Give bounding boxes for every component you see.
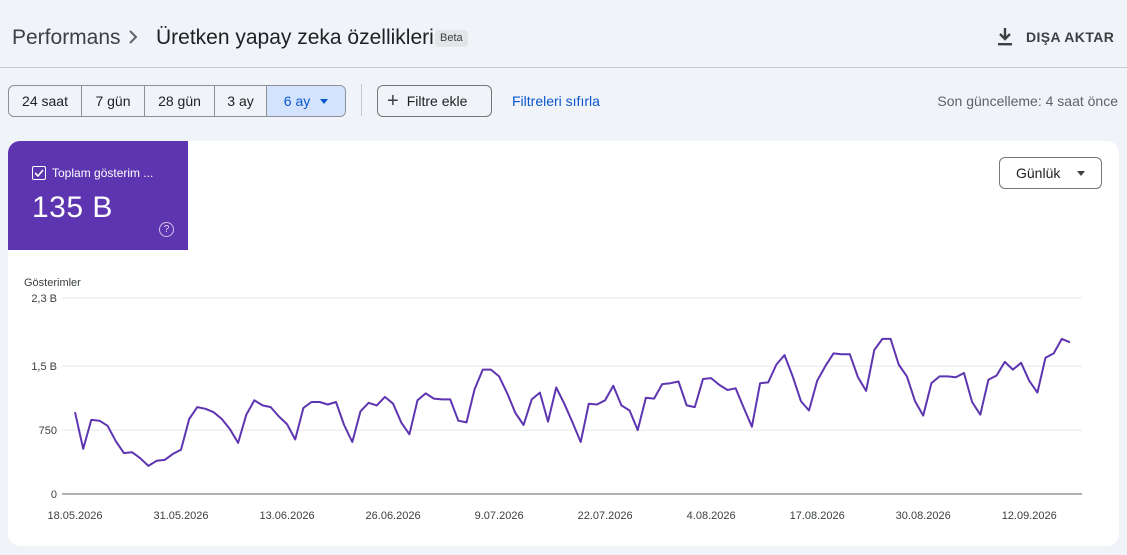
help-icon[interactable]: ? [159, 222, 174, 237]
y-tick-label: 2,3 B [31, 293, 57, 305]
checkbox-checked-icon[interactable] [32, 166, 46, 180]
x-tick-label: 30.08.2026 [896, 510, 951, 522]
metric-value: 135 B [32, 191, 113, 224]
metric-label: Toplam gösterim ... [52, 166, 154, 180]
range-label: 6 ay [283, 93, 311, 109]
x-tick-label: 4.08.2026 [687, 510, 736, 522]
x-tick-label: 18.05.2026 [47, 510, 102, 522]
x-tick-label: 26.06.2026 [366, 510, 421, 522]
x-tick-label: 22.07.2026 [578, 510, 633, 522]
add-filter-button[interactable]: + Filtre ekle [377, 85, 492, 117]
range-28-days[interactable]: 28 gün [145, 86, 215, 116]
breadcrumb-performance[interactable]: Performans [12, 26, 121, 49]
plus-icon: + [387, 90, 399, 112]
range-label: 7 gün [95, 93, 131, 109]
export-label: DIŞA AKTAR [1026, 29, 1115, 45]
reset-filters-link[interactable]: Filtreleri sıfırla [512, 93, 600, 109]
range-24-hours[interactable]: 24 saat [9, 86, 82, 116]
add-filter-label: Filtre ekle [406, 93, 468, 109]
y-tick-label: 0 [51, 489, 57, 501]
page-header: Performans Üretken yapay zeka özellikler… [0, 0, 1127, 68]
chevron-down-icon [1077, 170, 1086, 176]
x-tick-label: 31.05.2026 [153, 510, 208, 522]
granularity-select[interactable]: Günlük [999, 157, 1102, 189]
chevron-right-icon [129, 30, 138, 44]
toolbar-divider [361, 84, 362, 116]
beta-badge: Beta [435, 30, 468, 47]
range-6-months[interactable]: 6 ay [267, 86, 345, 116]
x-tick-label: 9.07.2026 [475, 510, 524, 522]
range-label: 28 gün [158, 93, 201, 109]
granularity-label: Günlük [1016, 165, 1061, 181]
range-label: 3 ay [227, 93, 254, 109]
chevron-down-icon [320, 98, 329, 104]
performance-card: Toplam gösterim ... 135 B ? Günlük [8, 141, 1119, 546]
x-tick-label: 17.08.2026 [790, 510, 845, 522]
export-button[interactable]: DIŞA AKTAR [996, 26, 1114, 48]
range-label: 24 saat [22, 93, 68, 109]
series-line [74, 337, 1071, 467]
last-updated-text: Son güncelleme: 4 saat önce [937, 93, 1118, 109]
range-7-days[interactable]: 7 gün [82, 86, 145, 116]
metric-card-total-impressions[interactable]: Toplam gösterim ... 135 B ? [8, 141, 188, 250]
download-icon [998, 28, 1012, 46]
y-tick-label: 750 [39, 425, 57, 437]
y-tick-label: 1,5 B [31, 361, 57, 373]
y-axis-title: Gösterimler [24, 277, 81, 289]
x-tick-label: 12.09.2026 [1002, 510, 1057, 522]
range-3-months[interactable]: 3 ay [215, 86, 267, 116]
page-title: Üretken yapay zeka özellikleri [156, 26, 434, 49]
date-range-selector: 24 saat 7 gün 28 gün 3 ay 6 ay [8, 85, 346, 117]
x-tick-label: 13.06.2026 [260, 510, 315, 522]
impressions-line-chart: Gösterimler 0 750 1,5 B 2,3 B 18.05.2026 31.… [24, 277, 1082, 522]
